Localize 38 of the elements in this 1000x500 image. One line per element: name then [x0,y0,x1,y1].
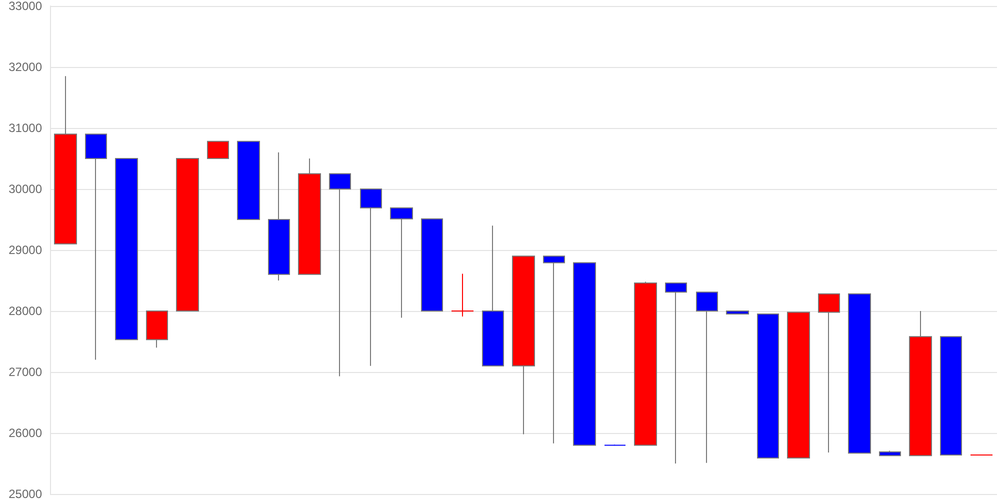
candlestick [298,158,321,275]
candlestick [726,310,749,315]
y-tick-label: 31000 [8,121,42,135]
candlestick [176,158,199,312]
candlestick [421,218,443,312]
candlestick [207,140,229,159]
candlestick [787,312,810,459]
candlestick [909,310,932,456]
candlestick [451,273,474,317]
candlestick [879,450,901,456]
y-tick-label: 32000 [8,60,42,74]
candlestick [543,256,565,444]
y-tick-label: 33000 [8,0,42,13]
candlestick [329,173,351,377]
candlestick [54,76,77,244]
y-tick-label: 30000 [8,182,42,196]
candlestick [390,207,413,318]
candlestick [512,256,535,435]
candlestick [85,134,107,360]
candlestick [237,140,260,220]
candlestick [634,281,657,446]
y-tick-label: 25000 [8,487,42,500]
candlestick [360,188,382,366]
y-tick-label: 27000 [8,365,42,379]
candlestick [848,293,871,454]
candlestick [268,152,290,281]
candlestick [115,158,138,340]
candlestick [940,336,962,456]
candlestick [818,293,840,454]
y-tick-label: 26000 [8,426,42,440]
y-tick-label: 29000 [8,243,42,257]
candlestick [482,225,504,366]
candlestick [665,282,687,464]
y-tick-label: 28000 [8,304,42,318]
candlestick [146,310,168,348]
candlestick [696,292,718,464]
candlestick [573,262,596,446]
candlestick [757,314,779,459]
